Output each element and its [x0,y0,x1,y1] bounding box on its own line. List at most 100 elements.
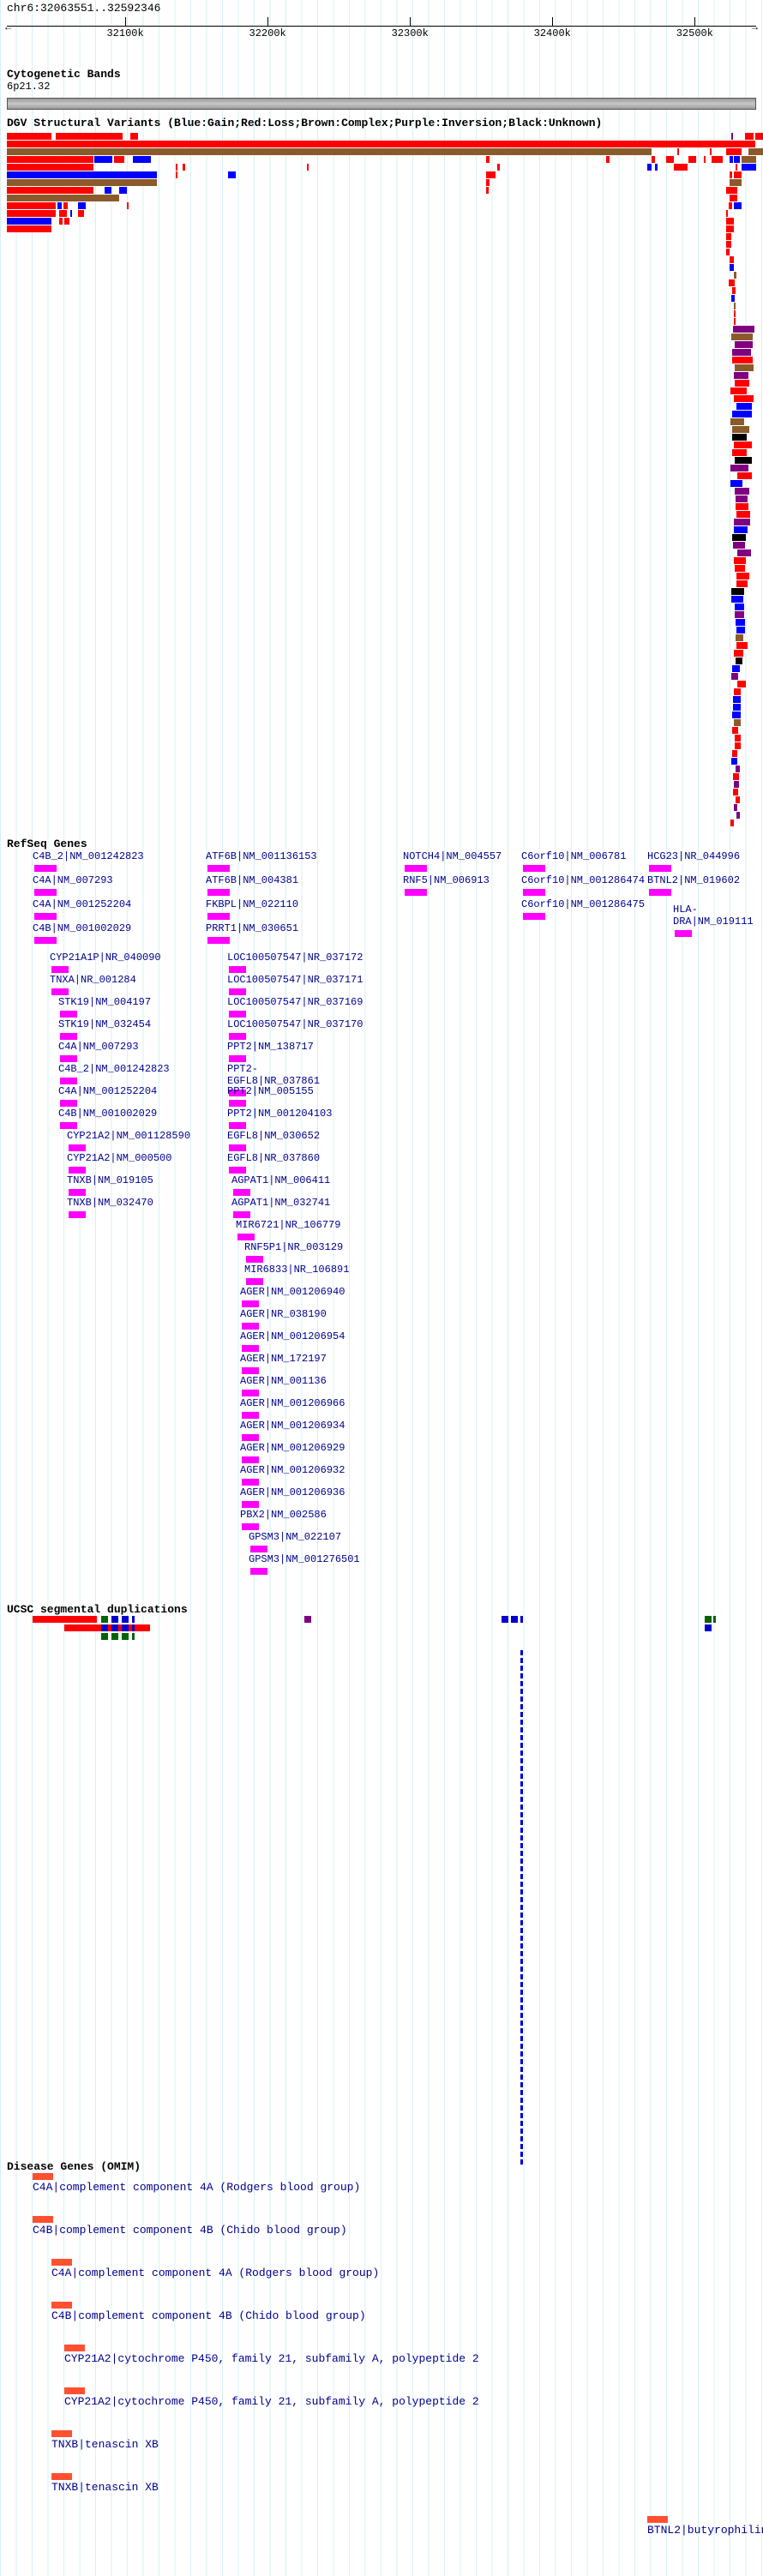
refseq-subgene-entry[interactable]: AGER|NM_001206940 [240,1286,345,1309]
structural-variant-segment[interactable] [7,225,51,232]
structural-variant-row[interactable] [0,434,763,441]
structural-variant-segment[interactable] [114,156,124,163]
structural-variant-segment[interactable] [486,187,489,194]
structural-variant-segment[interactable] [736,627,745,633]
gene-exon-box[interactable] [69,1211,86,1218]
refseq-subgene-entry[interactable]: EGFL8|NM_030652 [227,1130,320,1153]
gene-exon-box[interactable] [60,1055,77,1062]
structural-variant-segment[interactable] [737,681,746,688]
structural-variant-row[interactable] [0,457,763,464]
structural-variant-segment[interactable] [726,218,734,225]
structural-variant-segment[interactable] [176,171,177,178]
segmental-duplication-bar[interactable] [132,1624,135,1631]
gene-exon-box[interactable] [60,1122,77,1129]
structural-variant-segment[interactable] [734,441,752,448]
structural-variant-row[interactable] [0,233,763,240]
structural-variant-row[interactable] [0,812,763,819]
refseq-subgene-entry[interactable]: LOC100507547|NR_037172 [227,952,363,975]
structural-variant-segment[interactable] [735,565,745,572]
structural-variant-row[interactable] [0,688,763,695]
structural-variant-segment[interactable] [732,411,752,417]
structural-variant-segment[interactable] [7,171,157,178]
structural-variant-segment[interactable] [730,156,732,163]
structural-variant-segment[interactable] [736,495,748,502]
structural-variant-segment[interactable] [734,688,741,695]
refseq-subgene-entry[interactable]: AGER|NR_038190 [240,1308,327,1331]
disease-gene-entry[interactable]: CYP21A2|cytochrome P450, family 21, subf… [64,2387,479,2408]
structural-variant-segment[interactable] [486,179,489,186]
gene-exon-box[interactable] [242,1523,259,1530]
structural-variant-segment[interactable] [176,164,178,171]
structural-variant-segment[interactable] [733,326,754,333]
segmental-duplication-bar[interactable] [111,1633,118,1640]
structural-variant-row[interactable] [0,349,763,356]
structural-variant-segment[interactable] [733,789,738,796]
structural-variant-segment[interactable] [64,218,69,225]
structural-variant-row[interactable] [0,519,763,525]
structural-variant-segment[interactable] [736,766,741,772]
refseq-subgene-entry[interactable]: C4A|NM_001252204 [58,1085,157,1108]
structural-variant-segment[interactable] [736,796,740,803]
structural-variant-row[interactable] [0,156,763,163]
structural-variant-segment[interactable] [735,380,750,387]
gene-exon-box[interactable] [246,1278,263,1285]
structural-variant-segment[interactable] [729,202,732,209]
structural-variant-segment[interactable] [732,449,747,456]
segmental-duplication-bar[interactable] [705,1624,712,1631]
gene-exon-box[interactable] [233,1189,250,1196]
structural-variant-row[interactable] [0,225,763,232]
structural-variant-segment[interactable] [726,233,731,240]
structural-variant-segment[interactable] [730,820,734,826]
structural-variant-row[interactable] [0,480,763,487]
refseq-gene-entry[interactable]: C4B|NM_001002029 [33,922,131,946]
structural-variant-segment[interactable] [56,133,123,140]
refseq-gene-entry[interactable]: FKBPL|NM_022110 [206,898,298,922]
structural-variant-segment[interactable] [674,164,682,171]
structural-variant-segment[interactable] [57,202,61,209]
structural-variant-segment[interactable] [732,434,747,441]
structural-variant-row[interactable] [0,395,763,402]
segmental-duplication-bar[interactable] [111,1616,118,1623]
structural-variant-segment[interactable] [735,742,740,749]
refseq-gene-entry[interactable]: PRRT1|NM_030651 [206,922,298,946]
structural-variant-row[interactable] [0,696,763,703]
structural-variant-segment[interactable] [486,171,495,178]
structural-variant-segment[interactable] [726,187,737,194]
structural-variant-segment[interactable] [59,210,67,217]
structural-variant-row[interactable] [0,796,763,803]
structural-variant-segment[interactable] [677,148,679,155]
gene-exon-box[interactable] [207,913,230,920]
refseq-gene-entry[interactable]: ATF6B|NM_001136153 [206,850,317,874]
gene-exon-box[interactable] [405,865,427,872]
structural-variant-segment[interactable] [735,735,741,742]
gene-exon-box[interactable] [242,1479,259,1486]
structural-variant-segment[interactable] [733,542,745,549]
structural-variant-segment[interactable] [731,758,736,765]
structural-variant-segment[interactable] [736,619,745,626]
structural-variant-segment[interactable] [737,549,751,556]
structural-variant-segment[interactable] [734,372,749,379]
gene-exon-box[interactable] [242,1390,259,1396]
refseq-subgene-entry[interactable]: TNXB|NM_019105 [67,1174,153,1198]
structural-variant-segment[interactable] [726,148,741,155]
refseq-subgene-entry[interactable]: TNXA|NR_001284 [50,974,136,997]
structural-variant-row[interactable] [0,218,763,225]
gene-exon-box[interactable] [34,913,57,920]
structural-variant-segment[interactable] [666,156,674,163]
structural-variant-row[interactable] [0,164,763,171]
structural-variant-segment[interactable] [7,210,56,217]
structural-variant-row[interactable] [0,619,763,626]
structural-variant-segment[interactable] [7,148,652,155]
structural-variant-row[interactable] [0,588,763,595]
structural-variant-segment[interactable] [734,781,739,788]
refseq-subgene-entry[interactable]: C4A|NM_007293 [58,1041,139,1064]
disease-gene-box[interactable] [64,2345,85,2351]
gene-exon-box[interactable] [229,1033,246,1040]
structural-variant-segment[interactable] [119,187,127,194]
gene-exon-box[interactable] [523,913,545,920]
refseq-gene-entry[interactable]: RNF5|NM_006913 [403,874,490,898]
structural-variant-row[interactable] [0,820,763,826]
structural-variant-segment[interactable] [734,519,750,525]
refseq-subgene-entry[interactable]: PPT2|NM_138717 [227,1041,314,1064]
refseq-subgene-entry[interactable]: STK19|NM_032454 [58,1018,151,1042]
